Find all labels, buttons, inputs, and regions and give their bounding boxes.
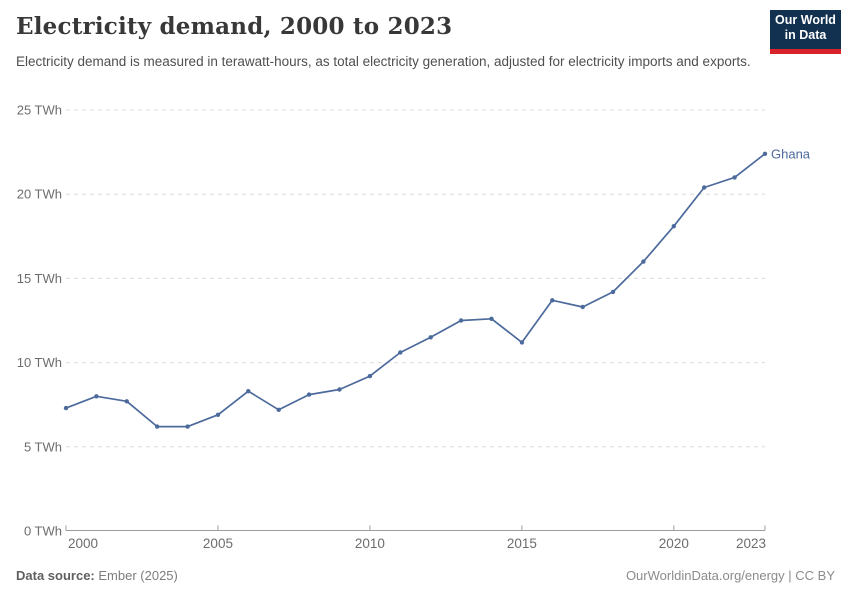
series-label-ghana: Ghana — [771, 146, 811, 161]
chart-title: Electricity demand, 2000 to 2023 — [16, 13, 453, 40]
data-source-value: Ember (2025) — [98, 568, 178, 583]
data-point-2017[interactable] — [580, 304, 585, 310]
data-point-2016[interactable] — [550, 298, 555, 303]
x-tick-label-2023: 2023 — [736, 536, 766, 551]
data-point-2001[interactable] — [94, 394, 99, 399]
data-point-2022[interactable] — [732, 175, 737, 180]
x-tick-label-2020: 2020 — [659, 536, 689, 551]
credit-link[interactable]: OurWorldinData.org/energy | CC BY — [625, 568, 835, 583]
data-point-2000[interactable] — [63, 405, 69, 411]
series-line-ghana — [65, 152, 766, 428]
x-tick-label-2000: 2000 — [68, 536, 98, 551]
data-point-2008[interactable] — [306, 392, 312, 397]
y-tick-label-5: 5 TWh — [24, 439, 62, 454]
data-point-2011[interactable] — [398, 350, 403, 355]
y-tick-label-10: 10 TWh — [17, 355, 62, 370]
owid-logo[interactable]: Our World in Data — [770, 10, 841, 54]
y-tick-label-15: 15 TWh — [17, 271, 62, 286]
data-point-2013[interactable] — [458, 318, 464, 323]
data-point-2014[interactable] — [489, 316, 494, 321]
data-source-label: Data source: — [16, 568, 95, 583]
owid-logo-line2: in Data — [784, 28, 827, 42]
data-point-2012[interactable] — [428, 335, 433, 340]
x-tick-label-2015: 2015 — [507, 536, 537, 551]
data-point-2007[interactable] — [276, 407, 281, 412]
data-point-2005[interactable] — [215, 412, 221, 417]
data-point-2023[interactable] — [762, 151, 768, 156]
data-point-2004[interactable] — [185, 424, 190, 429]
data-point-2018[interactable] — [610, 289, 616, 295]
data-source: Data source: Ember (2025) — [16, 568, 178, 583]
data-point-2015[interactable] — [519, 340, 525, 345]
data-point-2006[interactable] — [246, 389, 251, 394]
data-point-2002[interactable] — [124, 399, 129, 404]
x-tick-label-2005: 2005 — [203, 536, 233, 551]
owid-logo-line1: Our World — [775, 13, 836, 27]
y-tick-label-20: 20 TWh — [17, 187, 62, 202]
chart-subtitle: Electricity demand is measured in terawa… — [16, 54, 751, 69]
data-point-2021[interactable] — [702, 185, 707, 190]
data-point-2020[interactable] — [671, 224, 676, 229]
chart-footer: Data source: Ember (2025) OurWorldinData… — [16, 568, 835, 583]
data-point-2003[interactable] — [155, 424, 160, 429]
data-point-2009[interactable] — [337, 387, 342, 392]
y-tick-label-25: 25 TWh — [17, 103, 62, 118]
x-tick-label-2010: 2010 — [355, 536, 385, 551]
y-tick-label-0: 0 TWh — [24, 524, 62, 539]
data-point-2010[interactable] — [367, 373, 373, 379]
data-point-2019[interactable] — [641, 259, 646, 264]
